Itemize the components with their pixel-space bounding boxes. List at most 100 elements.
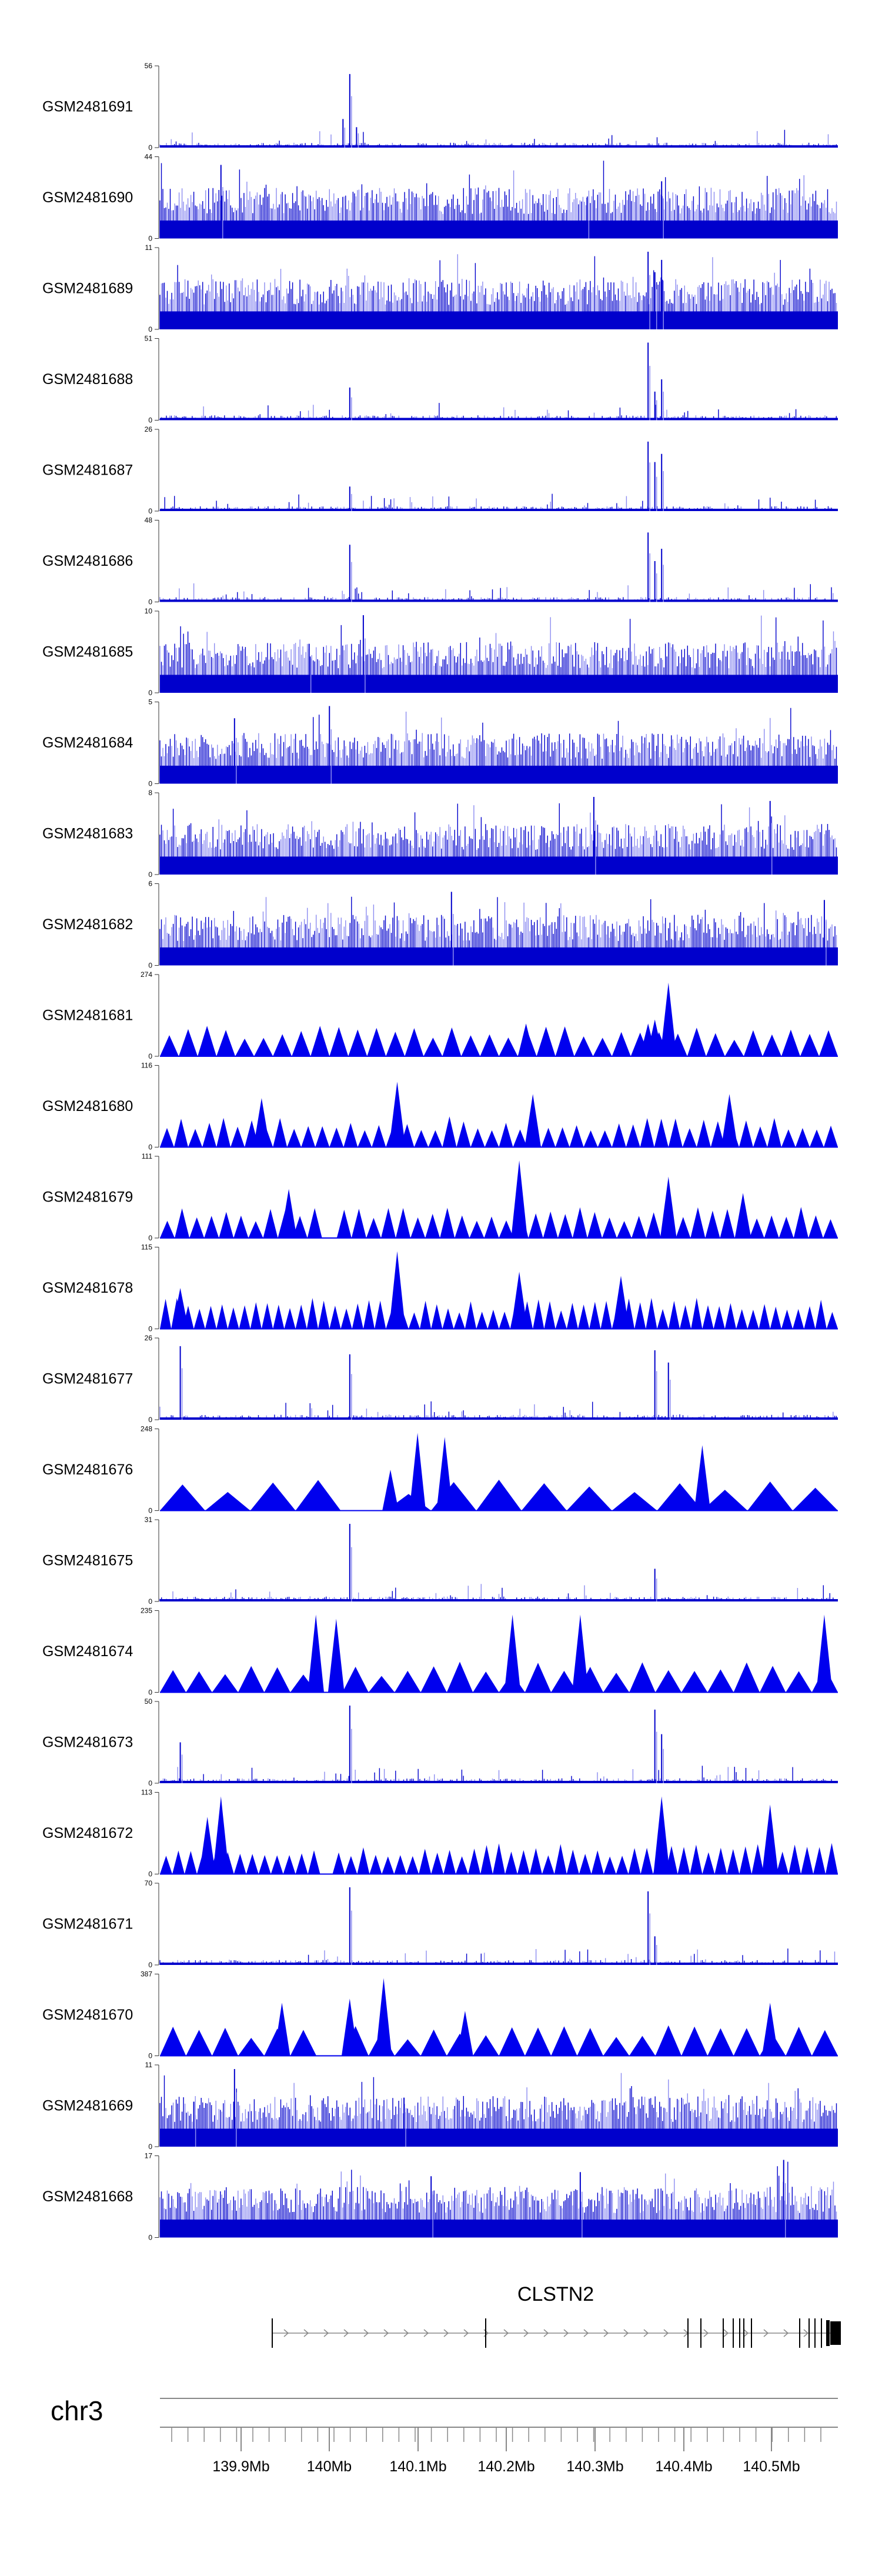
- signal-triangle: [455, 1215, 470, 1238]
- peak-mark: [280, 1189, 297, 1238]
- signal-triangle: [646, 1212, 662, 1238]
- signal-triangle: [634, 1302, 646, 1329]
- signal-triangle: [212, 2027, 238, 2056]
- signal-triangle: [465, 1301, 477, 1329]
- signal-triangle: [713, 1306, 725, 1329]
- peak-mark: [694, 1445, 711, 1511]
- signal-triangle: [569, 1125, 584, 1147]
- y-zero-label: 0: [148, 1143, 152, 1152]
- signal-triangle: [789, 1844, 801, 1874]
- signal-triangle: [781, 1029, 800, 1056]
- signal-triangle: [566, 1850, 579, 1874]
- signal-triangle: [292, 1216, 308, 1238]
- peak-mark: [660, 1176, 677, 1238]
- gene-name: CLSTN2: [517, 2283, 594, 2305]
- signal-triangle: [386, 1032, 405, 1056]
- y-max-label: 111: [142, 1152, 153, 1160]
- signal-bars-light: [159, 1767, 830, 1783]
- signal-triangle: [292, 1031, 311, 1056]
- y-max-label: 248: [141, 1425, 152, 1433]
- signal-triangle: [555, 1127, 570, 1147]
- y-zero-label: 0: [148, 2234, 152, 2242]
- signal-triangle: [363, 1300, 375, 1329]
- signal-bars-light: [159, 131, 836, 148]
- track-label: GSM2481678: [42, 1280, 133, 1296]
- signal-triangle: [233, 1215, 249, 1238]
- signal-triangle: [193, 1309, 205, 1329]
- peak-mark: [524, 1094, 541, 1147]
- signal-triangle: [202, 1123, 217, 1147]
- signal-bars: [164, 1766, 837, 1783]
- signal-triangle: [524, 1663, 552, 1693]
- track-label: GSM2481674: [42, 1643, 133, 1660]
- signal-triangle: [431, 1853, 444, 1874]
- track-label: GSM2481685: [42, 644, 133, 660]
- signal-triangle: [542, 1855, 554, 1874]
- signal-triangle: [382, 1856, 395, 1874]
- signal-baseline-band: [160, 765, 838, 784]
- signal-triangle: [453, 1312, 465, 1329]
- signal-triangle: [160, 1856, 172, 1874]
- signal-triangle: [629, 2036, 656, 2056]
- peak-mark: [572, 1614, 589, 1693]
- signal-triangle: [657, 1483, 703, 1511]
- signal-triangle: [629, 1662, 656, 1693]
- y-zero-label: 0: [148, 598, 152, 606]
- signal-triangle: [160, 1484, 205, 1511]
- peak-mark: [734, 1193, 751, 1238]
- signal-triangle: [372, 1125, 386, 1147]
- signal-triangle: [172, 1850, 185, 1874]
- strand-arrow-icon: [583, 2329, 589, 2337]
- signal-triangle: [442, 1116, 457, 1147]
- signal-triangle: [340, 1308, 352, 1329]
- y-max-label: 11: [145, 243, 153, 252]
- signal-triangle: [308, 1850, 320, 1874]
- peak-mark: [409, 1433, 426, 1511]
- genome-axis: chr3 139.9Mb 140Mb 140.1Mb 140.2Mb 140.3Mb 140…: [51, 2395, 838, 2475]
- signal-triangle: [329, 1027, 349, 1056]
- signal-triangle: [336, 1209, 352, 1238]
- signal-triangle: [205, 1306, 217, 1329]
- gene-exon-utr: [830, 2321, 841, 2345]
- y-zero-label: 0: [148, 144, 152, 152]
- peak-mark: [761, 1804, 779, 1874]
- signal-bars: [159, 1585, 837, 1601]
- signal-triangle: [476, 1480, 522, 1511]
- signal-triangle: [810, 1129, 824, 1147]
- track-GSM2481682: GSM2481682 6 0: [42, 880, 838, 970]
- signal-triangle: [793, 1487, 838, 1511]
- strand-arrow-icon: [463, 2329, 469, 2337]
- signal-triangle: [795, 1128, 810, 1147]
- y-max-label: 17: [145, 2152, 153, 2160]
- y-max-label: 235: [141, 1607, 152, 1615]
- signal-triangle: [747, 1481, 793, 1511]
- signal-triangle: [476, 1312, 488, 1329]
- signal-triangle: [456, 1121, 471, 1147]
- signal-triangle: [431, 1304, 443, 1329]
- y-zero-label: 0: [148, 870, 152, 879]
- track-label: GSM2481675: [42, 1553, 133, 1569]
- signal-triangle: [707, 2028, 734, 2056]
- signal-triangle: [174, 1119, 188, 1147]
- y-zero-label: 0: [148, 507, 152, 515]
- peak-mark: [660, 982, 677, 1056]
- track-GSM2481687: GSM2481687 26 0: [42, 425, 838, 515]
- signal-triangle: [753, 1126, 767, 1147]
- strand-arrow-icon: [783, 2329, 789, 2337]
- track-label: GSM2481679: [42, 1189, 133, 1206]
- signal-triangle: [591, 1850, 604, 1874]
- strand-arrow-icon: [623, 2329, 629, 2337]
- signal-triangle: [189, 1217, 205, 1238]
- peak-mark: [375, 1978, 392, 2056]
- signal-baseline-band: [160, 2128, 838, 2147]
- signal-triangle: [528, 1213, 543, 1238]
- y-zero-label: 0: [148, 2143, 152, 2151]
- y-zero-label: 0: [148, 2052, 152, 2060]
- signal-triangle: [554, 1844, 567, 1874]
- strand-arrow-icon: [383, 2329, 389, 2337]
- signal-triangle: [572, 1207, 587, 1238]
- signal-triangle: [254, 1037, 273, 1056]
- signal-triangle: [204, 1216, 219, 1238]
- signal-triangle: [681, 1671, 708, 1693]
- signal-bars: [166, 584, 837, 602]
